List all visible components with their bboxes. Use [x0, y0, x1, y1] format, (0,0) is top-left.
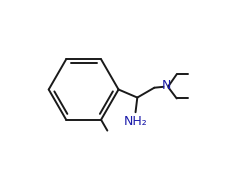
Text: NH₂: NH₂ [124, 115, 147, 129]
Text: N: N [161, 79, 171, 92]
